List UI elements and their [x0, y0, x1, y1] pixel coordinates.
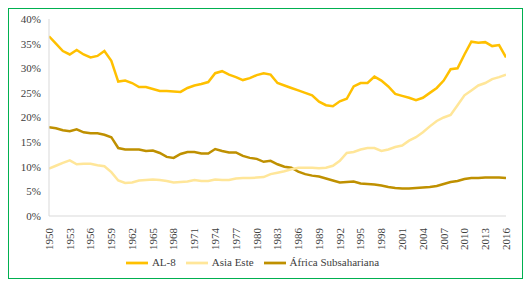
svg-text:1974: 1974: [209, 228, 221, 251]
svg-text:1983: 1983: [271, 228, 283, 251]
svg-text:1992: 1992: [334, 228, 346, 250]
svg-text:2004: 2004: [417, 228, 429, 251]
html-text:África Subsahariana: África Subsahariana: [289, 255, 380, 268]
svg-text:2013: 2013: [479, 228, 491, 251]
svg-text:1995: 1995: [354, 228, 366, 251]
svg-text:15%: 15%: [21, 136, 41, 148]
svg-text:40%: 40%: [21, 13, 41, 25]
svg-text:25%: 25%: [21, 87, 41, 99]
svg-text:1956: 1956: [84, 228, 96, 251]
svg-text:30%: 30%: [21, 62, 41, 74]
svg-text:2001: 2001: [396, 228, 408, 250]
html-text:AL-8: AL-8: [151, 255, 176, 268]
svg-text:10%: 10%: [21, 161, 41, 173]
html-text:Asia Este: Asia Este: [211, 255, 254, 268]
svg-text:35%: 35%: [21, 38, 41, 50]
svg-text:2007: 2007: [438, 228, 450, 251]
svg-text:0%: 0%: [26, 210, 41, 222]
svg-text:5%: 5%: [26, 185, 41, 197]
svg-text:1989: 1989: [313, 228, 325, 251]
svg-text:1971: 1971: [188, 228, 200, 250]
svg-text:20%: 20%: [21, 111, 41, 123]
svg-text:1968: 1968: [167, 228, 179, 251]
svg-text:1998: 1998: [375, 228, 387, 251]
svg-text:1965: 1965: [147, 228, 159, 251]
svg-text:1950: 1950: [43, 228, 55, 251]
svg-text:1959: 1959: [105, 228, 117, 251]
svg-text:1977: 1977: [230, 228, 242, 251]
svg-text:1986: 1986: [292, 228, 304, 251]
svg-text:1953: 1953: [64, 228, 76, 251]
svg-text:1962: 1962: [126, 228, 138, 250]
svg-text:2016: 2016: [500, 228, 512, 251]
svg-text:1980: 1980: [251, 228, 263, 251]
svg-text:2010: 2010: [458, 228, 470, 251]
